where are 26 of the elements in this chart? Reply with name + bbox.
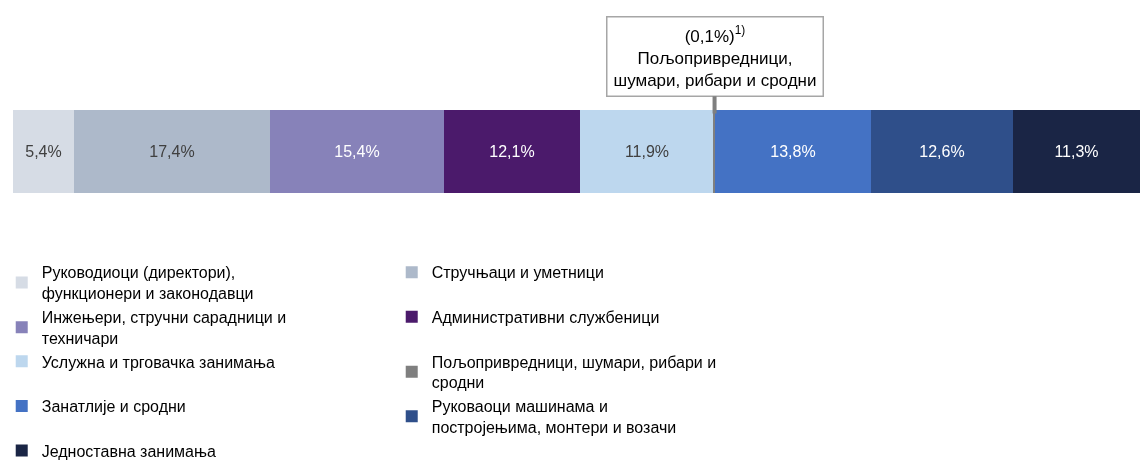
bar (13, 110, 74, 193)
data-label: 11,3% (1054, 143, 1099, 160)
bar (580, 110, 714, 193)
legend-label: Стручњаци и уметници (431, 264, 604, 282)
data-label: 13,8% (770, 143, 816, 160)
bar (74, 110, 270, 193)
data-label: 12,1% (489, 143, 535, 160)
legend-label: Пољопривредници, шумари, рибари и сродни (431, 353, 717, 392)
legend-label: Руководиоци (директори), функционери и законодавци (41, 264, 254, 303)
legend-label: Руковаоци машинама и постројењима, монтери и возачи (431, 398, 677, 436)
legend-label: Инжењери, стручни сарадници и техничари (41, 308, 287, 347)
legend-label: Услужна и трговачка занимања (41, 353, 276, 371)
bar (1013, 110, 1140, 193)
bar (871, 110, 1013, 193)
data-label: 17,4% (149, 143, 195, 160)
data-label: 12,6% (919, 143, 965, 160)
bar (444, 110, 580, 193)
bar (270, 110, 444, 193)
data-label: 15,4% (334, 143, 380, 160)
bar (715, 110, 871, 193)
data-label: 11,9% (624, 143, 670, 160)
legend-label: Административни службеници (431, 308, 660, 326)
legend-label: Једноставна занимања (41, 442, 216, 460)
data-label: 5,4% (25, 143, 62, 160)
legend-label: Занатлије и сродни (41, 398, 186, 416)
annotation: (0,1%)$^{1)}$ Пољопривредници, шумари, рибари и сродни (613, 23, 817, 90)
